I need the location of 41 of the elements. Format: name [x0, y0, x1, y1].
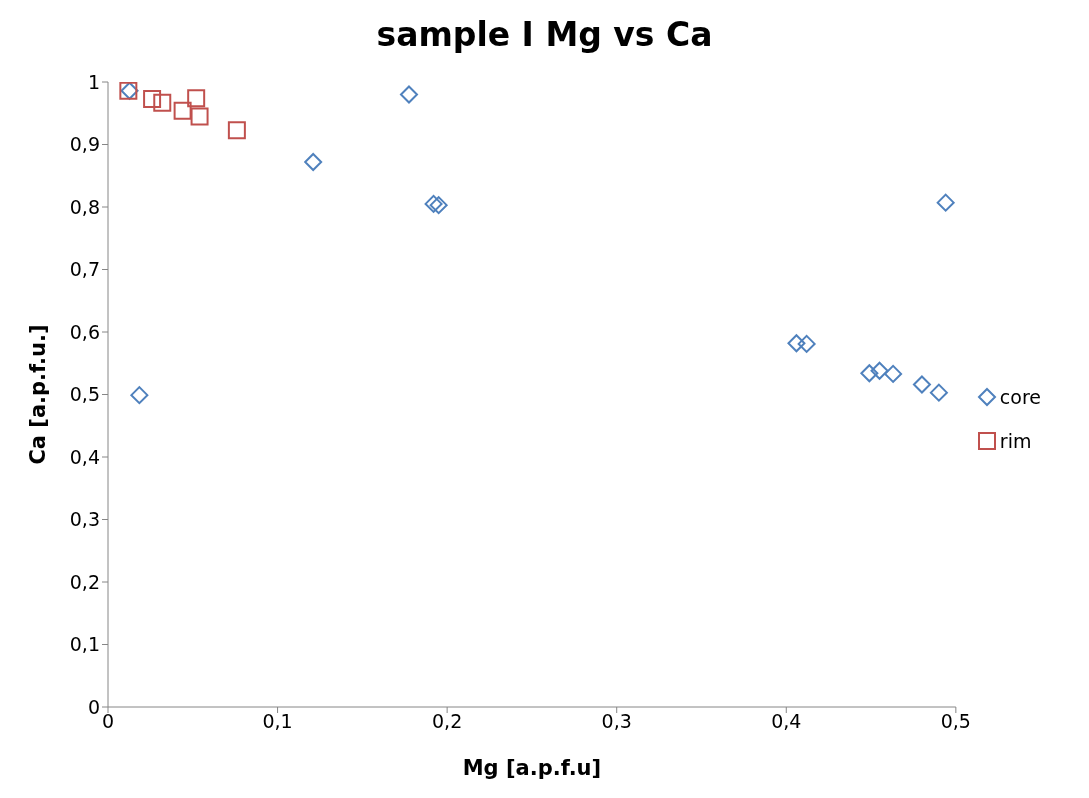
x-tick-label: 0: [101, 710, 115, 733]
legend-label: rim: [999, 429, 1032, 452]
x-tick-label: 0,2: [432, 710, 463, 733]
y-tick-label: 0,3: [69, 508, 100, 531]
y-tick-label: 0: [87, 695, 100, 718]
point: [143, 89, 162, 108]
y-tick-label: 0,7: [69, 258, 100, 281]
point: [187, 89, 206, 108]
y-tick-label: 0,9: [69, 133, 100, 156]
y-tick-label: 0,8: [69, 195, 100, 218]
legend-label: core: [999, 385, 1041, 408]
point: [399, 85, 418, 104]
y-tick-label: 0,4: [69, 445, 100, 468]
y-tick-label: 0,6: [69, 320, 100, 343]
point: [429, 196, 448, 215]
point: [929, 383, 948, 402]
y-tick-label: 0,2: [69, 570, 100, 593]
point: [227, 121, 246, 140]
point: [870, 361, 889, 380]
point: [173, 101, 192, 120]
point: [190, 107, 209, 126]
point: [797, 334, 816, 353]
x-tick-label: 0,1: [262, 710, 293, 733]
x-axis-title: Mg [a.p.f.u]: [462, 756, 602, 780]
point: [130, 386, 149, 405]
point: [304, 153, 323, 171]
point: [424, 194, 443, 213]
y-tick-label: 0,1: [69, 633, 100, 656]
chart-title: sample I Mg vs Ca: [375, 14, 714, 56]
y-axis-title: Ca [a.p.f.u.]: [26, 324, 51, 465]
x-tick-label: 0,3: [601, 710, 632, 733]
y-tick-label: 0,5: [69, 383, 100, 406]
point: [884, 364, 903, 383]
point: [860, 364, 879, 383]
point: [912, 375, 931, 394]
y-tick-label: 1: [87, 70, 100, 93]
point: [936, 193, 955, 212]
point: [787, 334, 806, 353]
x-tick-label: 0,4: [771, 710, 802, 733]
x-tick-label: 0,5: [940, 710, 971, 733]
point: [153, 93, 172, 112]
